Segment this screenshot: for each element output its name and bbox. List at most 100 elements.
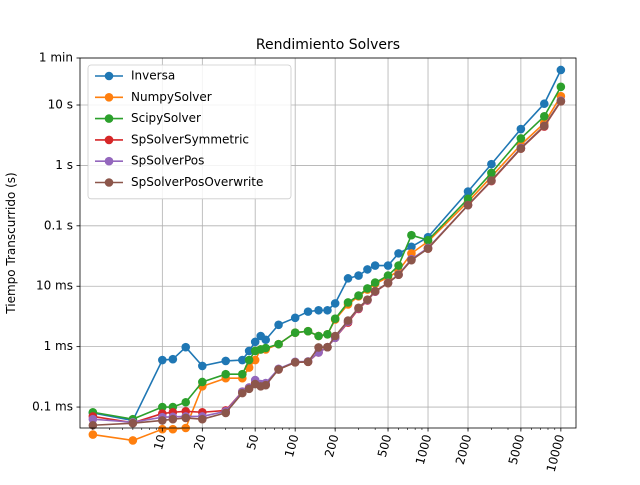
data-point — [407, 242, 416, 252]
data-point — [274, 320, 283, 330]
legend-label: SpSolverSymmetric — [131, 132, 249, 146]
x-tick-label: 100 — [282, 433, 301, 459]
legend-item: SpSolverSymmetric — [95, 132, 249, 146]
data-point — [363, 265, 372, 274]
data-point — [168, 424, 178, 434]
data-point — [323, 305, 332, 315]
data-point — [394, 270, 403, 280]
data-point — [128, 418, 138, 428]
data-point — [181, 397, 191, 407]
data-point — [88, 430, 98, 439]
legend-item: SpSolverPos — [95, 154, 204, 168]
data-point — [314, 343, 323, 352]
data-point — [221, 356, 231, 366]
legend-marker — [104, 135, 114, 145]
data-point — [330, 314, 340, 324]
y-axis-label: Tiempo Transcurrido (s) — [4, 172, 18, 314]
data-point — [198, 414, 207, 424]
data-point — [221, 369, 231, 379]
data-point — [363, 284, 372, 293]
data-point — [556, 82, 566, 92]
data-point — [290, 328, 300, 338]
data-point — [158, 416, 167, 425]
data-point — [261, 343, 271, 353]
y-tick-label: 0.1 s — [44, 218, 73, 232]
data-point — [556, 65, 566, 75]
data-point — [383, 261, 393, 270]
data-point — [238, 355, 247, 365]
data-point — [354, 303, 363, 313]
legend-marker — [104, 93, 114, 102]
data-point — [487, 159, 496, 169]
data-point — [244, 355, 254, 365]
data-point — [198, 377, 207, 387]
data-point — [290, 313, 300, 323]
legend-label: SpSolverPos — [131, 154, 204, 168]
data-point — [168, 354, 178, 364]
y-tick-label: 0.1 ms — [32, 400, 73, 414]
data-point — [330, 331, 340, 341]
data-point — [274, 339, 283, 349]
legend: Inversa NumpySolver ScipySolver SpSolverSym… — [87, 64, 292, 200]
data-point — [158, 355, 167, 365]
data-point — [323, 342, 332, 352]
data-point — [181, 342, 191, 352]
x-tick-label: 500 — [375, 433, 394, 459]
data-point — [423, 235, 433, 245]
data-point — [274, 365, 283, 374]
y-tick-label: 1 s — [55, 158, 73, 172]
data-point — [244, 384, 254, 394]
chart-title: Rendimiento Solvers — [256, 37, 400, 53]
legend-label: ScipySolver — [131, 111, 201, 125]
data-point — [261, 380, 271, 390]
series-spsolverposoverwrite — [88, 97, 566, 430]
data-point — [314, 305, 323, 315]
legend-label: NumpySolver — [131, 90, 212, 104]
data-point — [88, 414, 98, 424]
data-point — [181, 413, 191, 423]
series-group — [88, 65, 566, 445]
data-point — [516, 144, 526, 153]
series-scipysolver — [88, 82, 566, 424]
data-point — [343, 298, 353, 307]
data-point — [539, 99, 549, 109]
data-point — [238, 369, 247, 379]
data-point — [363, 295, 372, 304]
legend-marker — [104, 156, 114, 166]
data-point — [407, 255, 416, 265]
data-point — [158, 402, 167, 412]
data-point — [463, 187, 473, 196]
data-point — [487, 168, 496, 178]
data-point — [250, 355, 260, 365]
x-tick-label: 20 — [191, 433, 208, 451]
data-point — [314, 331, 323, 341]
legend-marker — [104, 114, 114, 123]
data-point — [88, 420, 98, 430]
data-point — [323, 330, 332, 339]
data-point — [343, 274, 353, 283]
legend-item: SpSolverPosOverwrite — [95, 175, 263, 189]
data-point — [354, 291, 363, 300]
data-point — [303, 326, 313, 336]
y-tick-label: 10 s — [48, 98, 73, 112]
data-point — [516, 134, 526, 143]
y-axis: 0.1 ms 1 ms 10 ms 0.1 s 1 s 10 s 1 min — [32, 51, 80, 414]
data-point — [383, 278, 393, 288]
data-point — [290, 358, 300, 367]
data-point — [303, 357, 313, 367]
data-point — [383, 271, 393, 280]
y-tick-label: 10 ms — [36, 279, 73, 293]
legend-marker — [104, 178, 114, 187]
data-point — [303, 307, 313, 316]
x-tick-label: 200 — [322, 433, 341, 459]
legend-item: NumpySolver — [95, 90, 212, 104]
data-point — [539, 121, 549, 131]
data-point — [487, 176, 496, 185]
y-tick-label: 1 ms — [44, 339, 73, 353]
legend-item: Inversa — [95, 69, 175, 83]
data-point — [516, 124, 526, 134]
data-point — [407, 230, 416, 240]
x-tick-label: 50 — [244, 433, 261, 451]
